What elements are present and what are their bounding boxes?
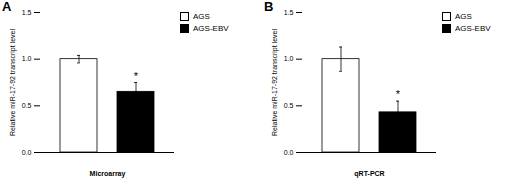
html-text:B: B	[264, 0, 274, 14]
svg-text:1.5: 1.5	[284, 9, 294, 16]
svg-text:Relative miR-17-92 transcript: Relative miR-17-92 transcript level	[271, 29, 279, 136]
svg-text:*: *	[134, 70, 139, 82]
html-text:AGS-EBV: AGS-EBV	[193, 24, 229, 33]
svg-text:1.0: 1.0	[22, 55, 32, 62]
svg-text:0.0: 0.0	[22, 149, 32, 156]
html-text:AGS-EBV: AGS-EBV	[455, 24, 491, 33]
svg-text:qRT-PCR: qRT-PCR	[354, 170, 384, 178]
svg-text:*: *	[396, 88, 401, 100]
svg-text:Microarray: Microarray	[90, 170, 126, 178]
html-text:A: A	[2, 0, 12, 14]
svg-text:1.0: 1.0	[284, 55, 294, 62]
svg-text:Relative miR-17-92 transcript: Relative miR-17-92 transcript level	[9, 29, 17, 136]
svg-text:0.5: 0.5	[284, 102, 294, 109]
svg-text:0.0: 0.0	[284, 149, 294, 156]
svg-text:1.5: 1.5	[22, 9, 32, 16]
html-text:AGS: AGS	[193, 12, 210, 21]
html-text:AGS: AGS	[455, 12, 472, 21]
svg-text:0.5: 0.5	[22, 102, 32, 109]
